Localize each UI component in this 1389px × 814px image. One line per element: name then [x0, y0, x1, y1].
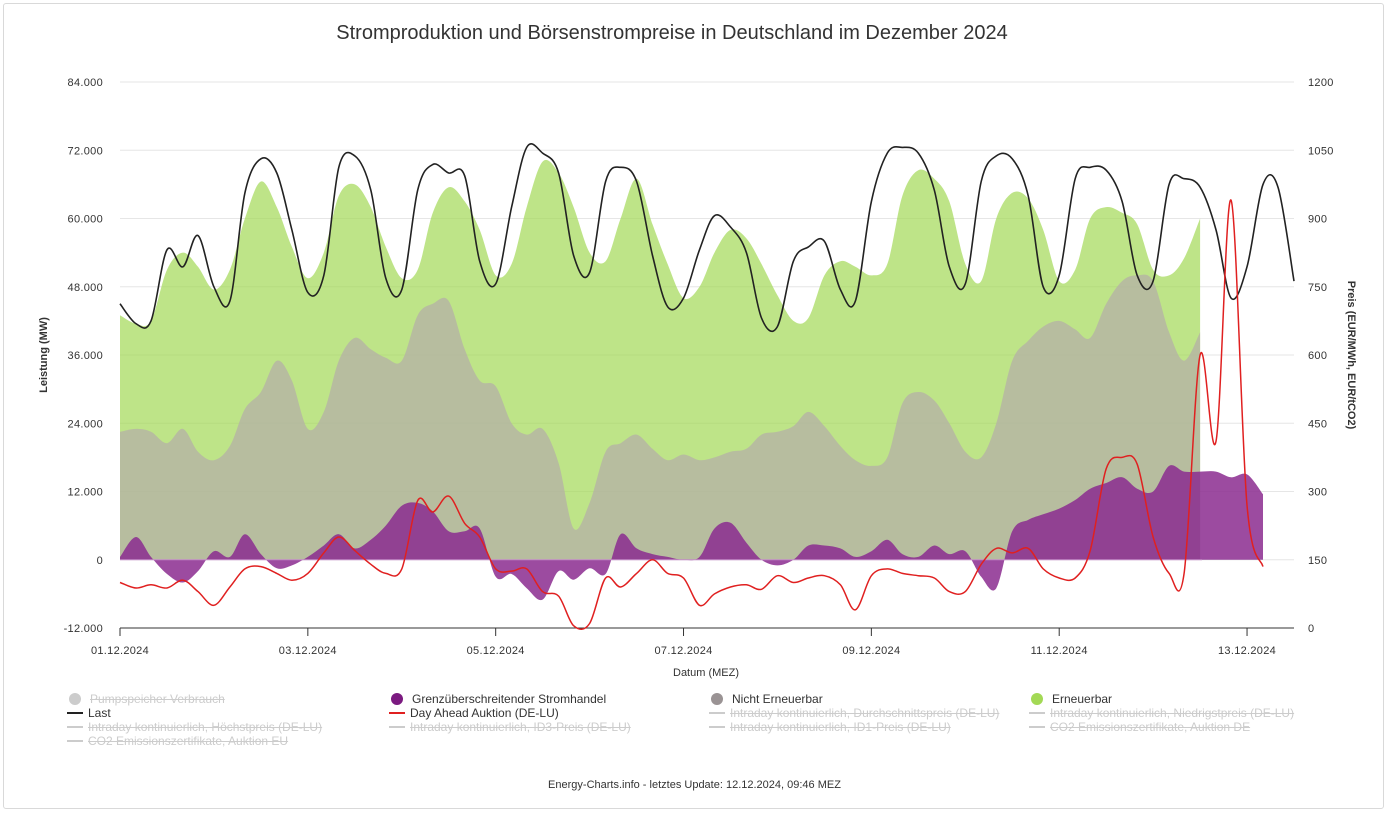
y-left-tick-label: 36.000 [68, 350, 103, 362]
legend-label: Intraday kontinuierlich, ID3-Preis (DE-L… [410, 720, 631, 734]
legend-item-nicht-erneuerbar[interactable]: Nicht Erneuerbar [709, 692, 823, 706]
x-axis-title: Datum (MEZ) [673, 667, 739, 679]
legend-item-co2-emissionszertifikate-auktion-eu[interactable]: CO2 Emissionszertifikate, Auktion EU [67, 734, 288, 748]
x-axis-ticks: 01.12.2024 03.12.2024 05.12.2024 07.12.2024… [91, 628, 1276, 657]
y-left-tick-label: -12.000 [64, 623, 103, 635]
legend-line-icon [67, 712, 83, 714]
legend-label: Grenzüberschreitender Stromhandel [412, 692, 607, 706]
legend-item-intraday-kontinuierlich-niedrigstpreis-de-lu[interactable]: Intraday kontinuierlich, Niedrigstpreis … [1029, 706, 1294, 720]
x-tick-label: 03.12.2024 [279, 645, 337, 657]
legend-dot-icon [391, 693, 403, 705]
legend-item-erneuerbar[interactable]: Erneuerbar [1029, 692, 1112, 706]
legend-line-icon [389, 712, 405, 714]
line-day-ahead-auktion-de-lu [119, 199, 1264, 631]
legend-item-intraday-kontinuierlich-id1-preis-de-lu[interactable]: Intraday kontinuierlich, ID1-Preis (DE-L… [709, 720, 951, 734]
legend-label: Nicht Erneuerbar [732, 692, 823, 706]
legend-item-intraday-kontinuierlich-id3-preis-de-lu[interactable]: Intraday kontinuierlich, ID3-Preis (DE-L… [389, 720, 631, 734]
legend-line-icon [67, 726, 83, 728]
plot-lines [119, 143, 1295, 631]
legend-dot-icon [1031, 693, 1043, 705]
legend-line-icon [67, 740, 83, 742]
legend-line-icon [389, 726, 405, 728]
legend-item-intraday-kontinuierlich-durchschnittspreis-de-lu[interactable]: Intraday kontinuierlich, Durchschnittspr… [709, 706, 999, 720]
legend-line-icon [709, 726, 725, 728]
y-right-tick-label: 750 [1308, 282, 1327, 294]
legend-label: Pumpspeicher Verbrauch [90, 692, 225, 706]
y-left-tick-label: 48.000 [68, 282, 103, 294]
legend-line-icon [1029, 712, 1045, 714]
y-right-tick-label: 300 [1308, 487, 1327, 499]
y-axis-left-title: Leistung (MW) [38, 317, 50, 393]
y-right-tick-label: 450 [1308, 418, 1327, 430]
x-tick-label: 01.12.2024 [91, 645, 149, 657]
legend-item-grenz-berschreitender-stromhandel[interactable]: Grenzüberschreitender Stromhandel [389, 692, 606, 706]
plot-areas [120, 159, 1263, 601]
x-tick-label: 11.12.2024 [1031, 645, 1088, 657]
x-tick-label: 13.12.2024 [1218, 645, 1276, 657]
legend-label: Intraday kontinuierlich, ID1-Preis (DE-L… [730, 720, 951, 734]
y-left-tick-label: 84.000 [68, 77, 103, 89]
x-tick-label: 05.12.2024 [467, 645, 525, 657]
x-tick-label: 09.12.2024 [842, 645, 900, 657]
y-right-tick-label: 1200 [1308, 77, 1334, 89]
legend-item-last[interactable]: Last [67, 706, 111, 720]
legend-dot-icon [69, 693, 81, 705]
legend-item-co2-emissionszertifikate-auktion-de[interactable]: CO2 Emissionszertifikate, Auktion DE [1029, 720, 1250, 734]
legend-line-icon [1029, 726, 1045, 728]
y-right-tick-label: 600 [1308, 350, 1327, 362]
y-right-tick-label: 1050 [1308, 145, 1334, 157]
area-nicht-erneuerbar [120, 274, 1201, 560]
y-axis-left-ticks: -12.000 0 12.000 24.000 36.000 48.000 60.000 72… [64, 77, 103, 635]
legend-label: Erneuerbar [1052, 692, 1113, 706]
y-left-tick-label: 72.000 [68, 145, 103, 157]
y-left-tick-label: 60.000 [68, 214, 103, 226]
legend-label: Last [88, 706, 111, 720]
y-left-tick-label: 12.000 [68, 487, 103, 499]
line-last [119, 143, 1295, 333]
y-right-tick-label: 0 [1308, 623, 1314, 635]
area-grenz-berschreitender-stromhandel [120, 465, 1263, 601]
x-tick-label: 07.12.2024 [654, 645, 712, 657]
y-right-tick-label: 150 [1308, 555, 1327, 567]
chart-title: Stromproduktion und Börsenstrompreise in… [336, 22, 1007, 44]
legend-label: CO2 Emissionszertifikate, Auktion EU [88, 734, 289, 748]
y-right-tick-label: 900 [1308, 214, 1327, 226]
legend-item-day-ahead-auktion-de-lu[interactable]: Day Ahead Auktion (DE-LU) [389, 706, 559, 720]
legend-label: Day Ahead Auktion (DE-LU) [410, 706, 559, 720]
credits[interactable]: Energy-Charts.info - letztes Update: 12.… [548, 779, 841, 791]
legend-line-icon [709, 712, 725, 714]
y-axis-right-title: Preis (EUR/MWh, EUR/tCO2) [1345, 281, 1357, 430]
y-left-tick-label: 24.000 [68, 418, 103, 430]
y-axis-right-ticks: 0 150 300 450 600 750 900 1050 1200 [1308, 77, 1334, 635]
legend-label: Intraday kontinuierlich, Höchstpreis (DE… [88, 720, 323, 734]
legend-label: Intraday kontinuierlich, Niedrigstpreis … [1050, 706, 1295, 720]
legend-label: Intraday kontinuierlich, Durchschnittspr… [730, 706, 1000, 720]
legend-item-intraday-kontinuierlich-h-chstpreis-de-lu[interactable]: Intraday kontinuierlich, Höchstpreis (DE… [67, 720, 322, 734]
legend-item-pumpspeicher-verbrauch[interactable]: Pumpspeicher Verbrauch [67, 692, 225, 706]
y-left-tick-label: 0 [97, 555, 103, 567]
legend-dot-icon [711, 693, 723, 705]
legend-label: CO2 Emissionszertifikate, Auktion DE [1050, 720, 1251, 734]
